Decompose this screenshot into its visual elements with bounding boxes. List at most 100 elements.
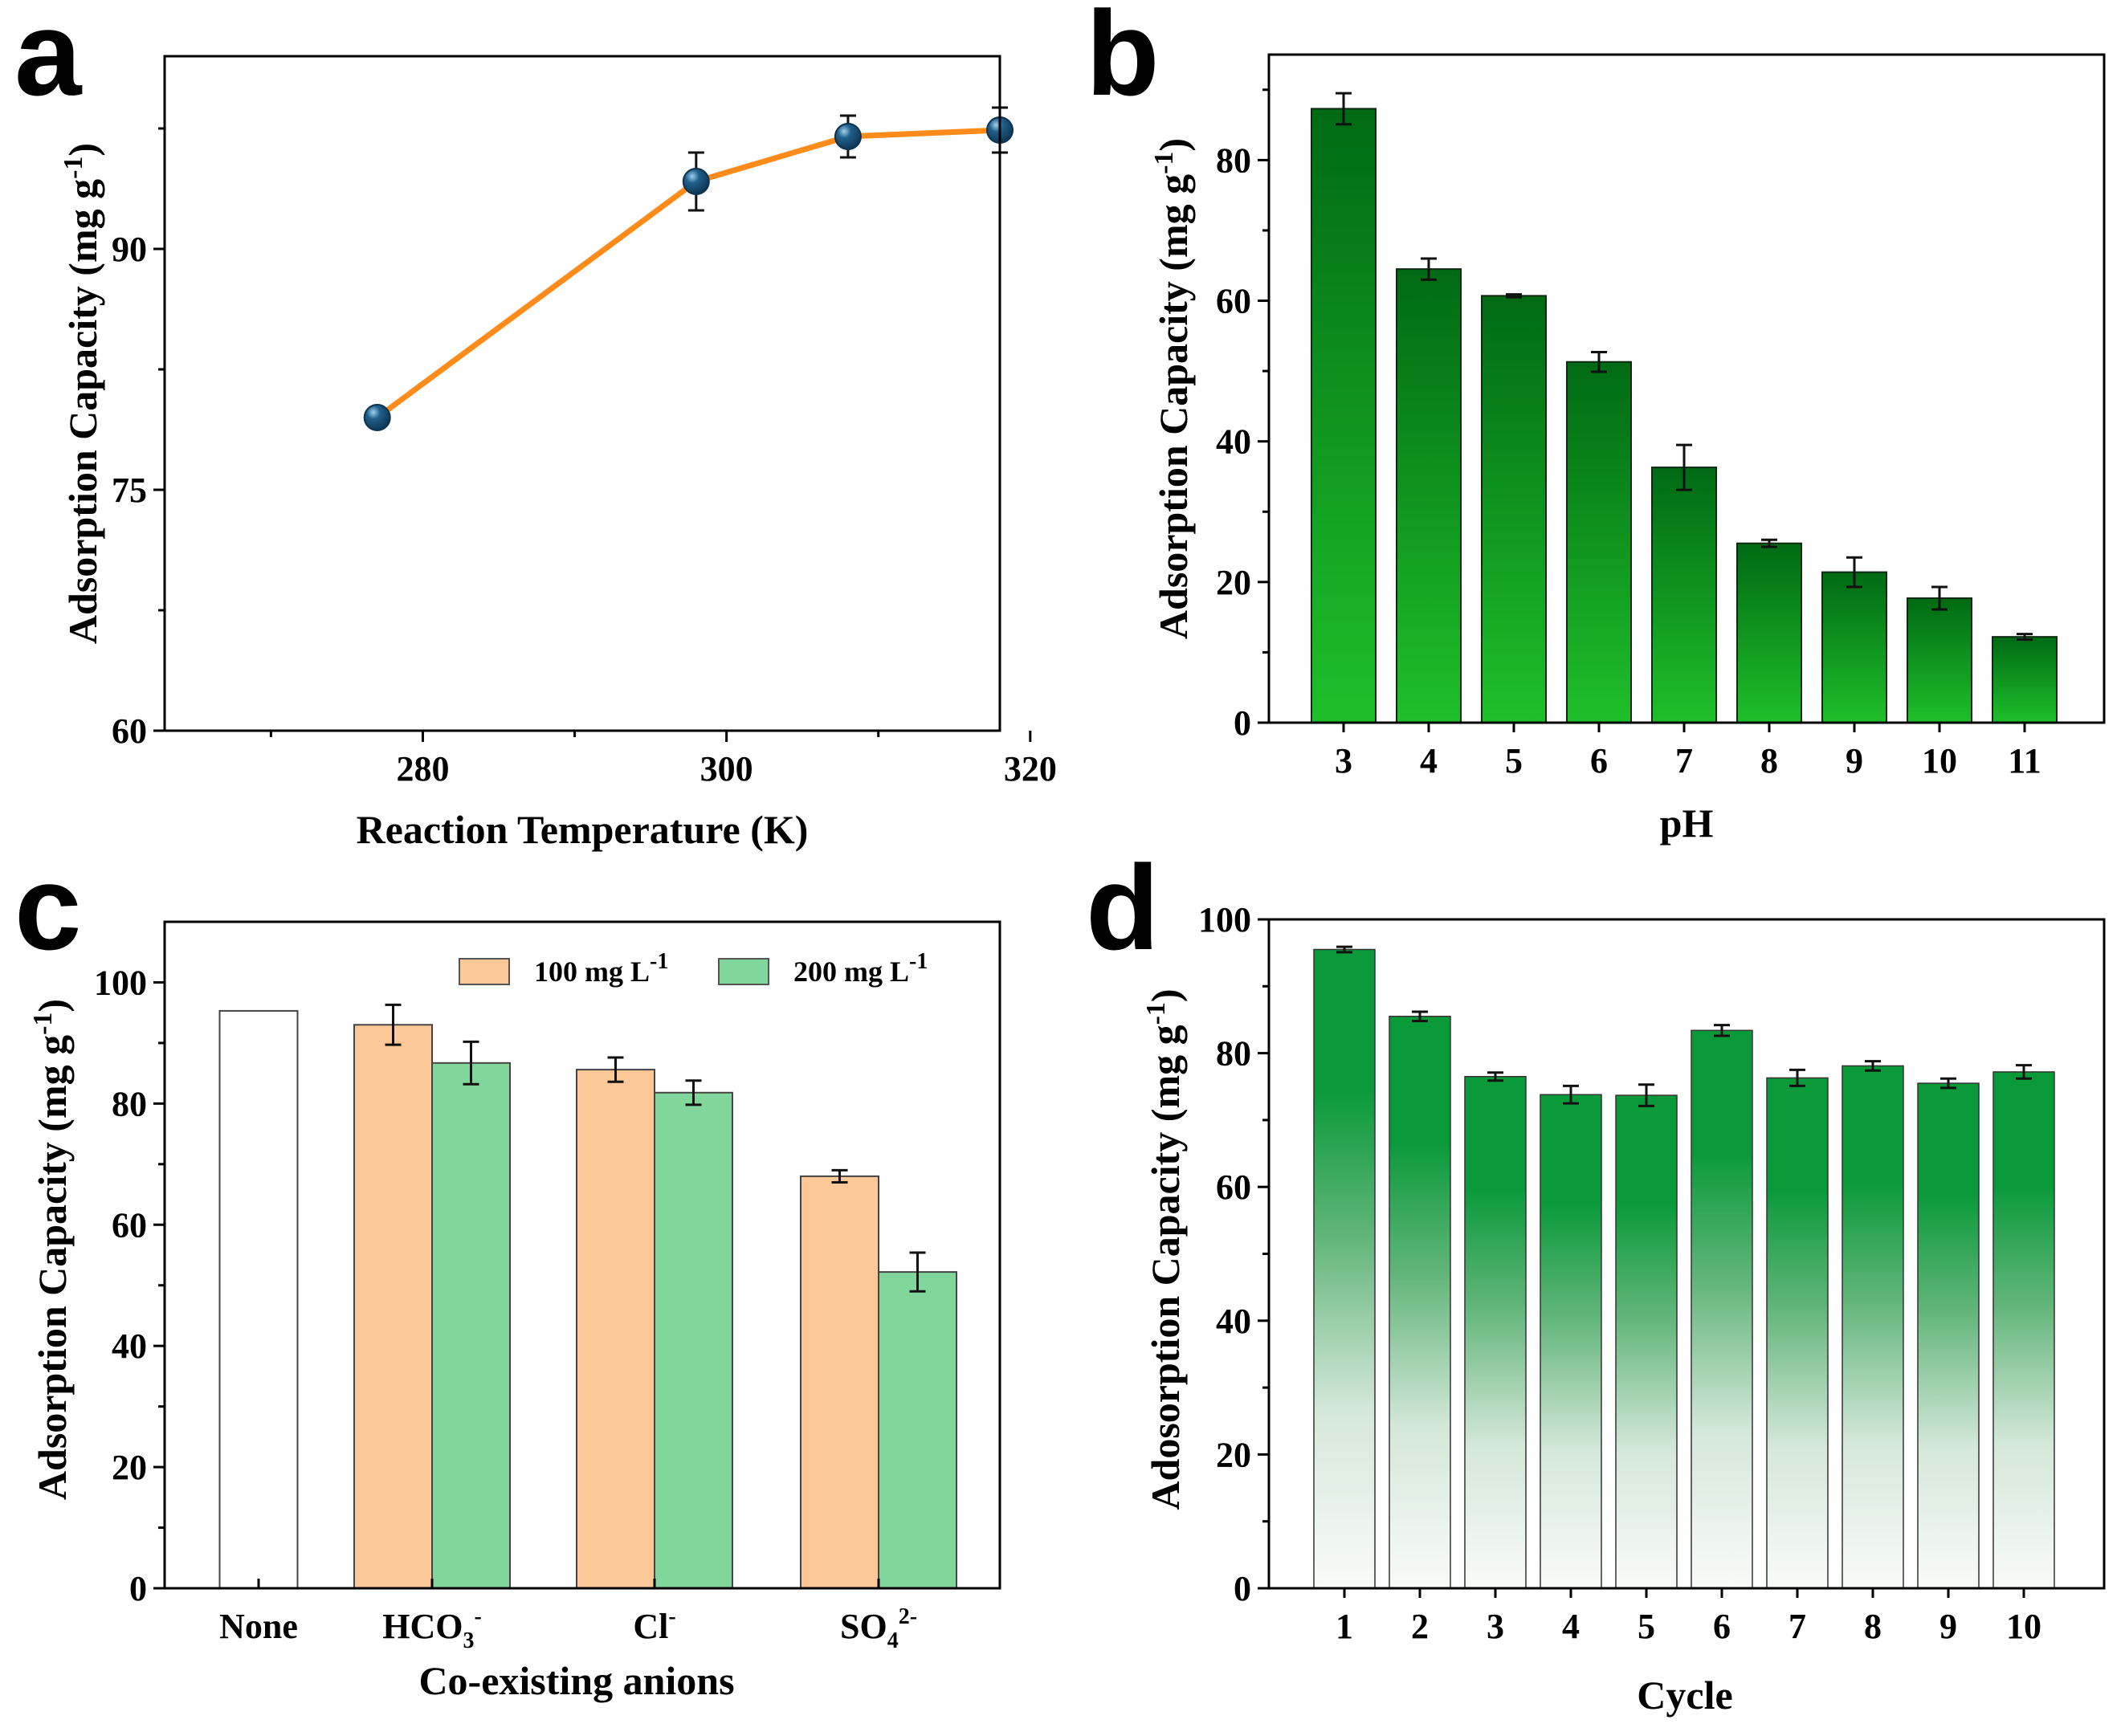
chart-d-axes-frame xyxy=(1267,918,2106,1590)
chart-d-bar xyxy=(1766,1077,1829,1589)
chart-c-y-tick-label: 20 xyxy=(112,1448,147,1487)
chart-c-x-tick-label: Cl- xyxy=(633,1604,675,1646)
chart-d-bar xyxy=(1615,1094,1678,1589)
chart-d-bar xyxy=(1313,948,1376,1589)
chart-b-x-tick-label: 4 xyxy=(1420,741,1438,780)
chart-c-bar-series2 xyxy=(878,1271,957,1590)
chart-c-legend: 100 mg L-1 200 mg L-1 xyxy=(459,949,928,988)
chart-b-y-tick-label: 40 xyxy=(1216,422,1251,462)
legend-swatch-200 xyxy=(718,958,769,985)
chart-b-bar xyxy=(1992,636,2058,723)
chart-c-y-axis-title: Adsorption Capacity (mg g-1) xyxy=(28,999,75,1500)
chart-c-bar-series1 xyxy=(800,1175,879,1589)
chart-c-bar-none xyxy=(218,1009,299,1590)
chart-c-x-tick-label: SO42- xyxy=(840,1604,917,1653)
chart-b-bar xyxy=(1907,597,1972,724)
chart-d-x-tick-label: 4 xyxy=(1562,1607,1580,1646)
chart-d-y-tick-label: 40 xyxy=(1216,1302,1251,1341)
chart-b-bar xyxy=(1821,571,1887,723)
legend-label-100: 100 mg L-1 xyxy=(534,949,668,988)
chart-a-axes-frame xyxy=(163,55,1001,732)
panel-letter-b: b xyxy=(1086,0,1160,120)
chart-a-y-tick-label: 75 xyxy=(112,471,147,510)
panel-letter-a: a xyxy=(14,0,83,120)
chart-b: 0 20 40 60 80 3 4 5 6 7 8 9 10 11 pH Adsorption Capac… xyxy=(1149,53,2106,846)
legend-label-200: 200 mg L-1 xyxy=(793,949,928,988)
panel-letter-d: d xyxy=(1086,840,1160,975)
chart-a-y-tick-label: 60 xyxy=(112,711,147,751)
chart-c-bar-series2 xyxy=(431,1062,511,1589)
chart-d-x-tick-label: 6 xyxy=(1713,1607,1731,1646)
chart-d-bar xyxy=(1917,1082,1980,1589)
chart-b-bar xyxy=(1651,467,1717,724)
chart-c-bar-series1 xyxy=(353,1024,433,1589)
chart-b-y-tick-label: 20 xyxy=(1216,563,1251,602)
chart-d-bar xyxy=(1540,1094,1602,1589)
chart-c-plot-area: 0 20 40 60 80 100 None HCO3- Cl- SO42- xyxy=(94,963,957,1653)
chart-c-x-tick-label: None xyxy=(219,1607,298,1646)
chart-a-x-tick-label: 280 xyxy=(396,749,449,789)
chart-c-bar-series2 xyxy=(654,1091,733,1590)
chart-d-plot-area: 0 20 40 60 80 100 1 2 3 4 5 6 7 8 9 10 xyxy=(1198,900,2055,1646)
chart-d: 0 20 40 60 80 100 1 2 3 4 5 6 7 8 9 10 Cycle Adosorptio… xyxy=(1141,900,2106,1718)
chart-d-y-tick-label: 100 xyxy=(1198,900,1251,939)
chart-b-x-tick-label: 5 xyxy=(1505,741,1523,780)
chart-a-x-tick-label: 300 xyxy=(700,749,753,789)
chart-b-y-tick-label: 80 xyxy=(1216,141,1251,180)
chart-c-x-axis-title: Co-existing anions xyxy=(418,1658,734,1703)
chart-b-bar xyxy=(1311,108,1377,723)
chart-d-x-axis-title: Cycle xyxy=(1637,1673,1732,1718)
chart-c-axes-frame xyxy=(163,920,1001,1590)
chart-d-bar xyxy=(1464,1076,1527,1589)
chart-c-x-tick-label: HCO3- xyxy=(382,1604,482,1653)
chart-d-y-tick-label: 60 xyxy=(1216,1168,1251,1207)
panel-letter-c: c xyxy=(14,840,81,975)
chart-b-bar xyxy=(1481,295,1547,723)
chart-b-axes-frame xyxy=(1267,53,2106,724)
chart-b-x-axis-title: pH xyxy=(1660,801,1714,846)
chart-b-x-tick-label: 9 xyxy=(1846,741,1863,780)
chart-c-y-tick-label: 0 xyxy=(129,1569,147,1608)
chart-a-data-point xyxy=(682,168,710,195)
chart-a-data-point xyxy=(834,123,862,150)
chart-d-x-tick-label: 8 xyxy=(1864,1607,1882,1646)
chart-d-x-tick-label: 3 xyxy=(1487,1607,1504,1646)
chart-d-y-tick-label: 0 xyxy=(1234,1569,1251,1608)
chart-d-x-tick-label: 2 xyxy=(1411,1607,1429,1646)
chart-b-x-tick-label: 8 xyxy=(1760,741,1778,780)
chart-d-x-tick-label: 10 xyxy=(2006,1607,2041,1646)
chart-d-y-axis-title: Adosorption Capacity (mg g-1) xyxy=(1141,988,1188,1510)
chart-b-y-tick-label: 0 xyxy=(1234,703,1251,743)
chart-b-bar xyxy=(1396,268,1462,723)
chart-b-bar xyxy=(1736,542,1802,724)
chart-d-bar xyxy=(1842,1065,1904,1589)
chart-b-x-tick-label: 6 xyxy=(1590,741,1608,780)
chart-d-bar xyxy=(1992,1071,2055,1589)
chart-a-series-line xyxy=(375,127,1001,420)
chart-d-y-tick-label: 80 xyxy=(1216,1034,1251,1074)
chart-a: 60 75 90 280 300 320 Reaction Temperature (K)… xyxy=(59,55,1057,852)
chart-b-x-tick-label: 10 xyxy=(1922,741,1957,780)
chart-c-bar-series1 xyxy=(576,1069,655,1590)
chart-d-x-tick-label: 9 xyxy=(1939,1607,1957,1646)
chart-b-y-axis-title: Adsorption Capacity (mg g-1) xyxy=(1149,138,1196,639)
chart-c-y-tick-label: 100 xyxy=(94,963,147,1002)
chart-d-bar xyxy=(1389,1016,1451,1589)
chart-d-x-tick-label: 1 xyxy=(1336,1607,1353,1646)
chart-b-x-tick-label: 11 xyxy=(2008,741,2041,780)
chart-a-x-tick-label: 320 xyxy=(1004,749,1057,789)
chart-d-x-tick-label: 5 xyxy=(1638,1607,1655,1646)
chart-c: 0 20 40 60 80 100 None HCO3- Cl- SO42- 100 mg L-1… xyxy=(28,920,1001,1703)
legend-swatch-100 xyxy=(459,958,510,985)
chart-a-data-point xyxy=(363,404,391,431)
chart-a-x-axis-title: Reaction Temperature (K) xyxy=(357,807,809,852)
chart-c-y-tick-label: 80 xyxy=(112,1084,147,1123)
chart-b-x-tick-label: 7 xyxy=(1675,741,1693,780)
chart-d-x-tick-label: 7 xyxy=(1789,1607,1806,1646)
chart-b-bar xyxy=(1566,361,1632,723)
chart-b-y-tick-label: 60 xyxy=(1216,282,1251,321)
chart-b-x-tick-label: 3 xyxy=(1335,741,1352,780)
chart-a-plot-area: 60 75 90 280 300 320 xyxy=(112,106,1057,789)
chart-a-y-tick-label: 90 xyxy=(112,230,147,269)
